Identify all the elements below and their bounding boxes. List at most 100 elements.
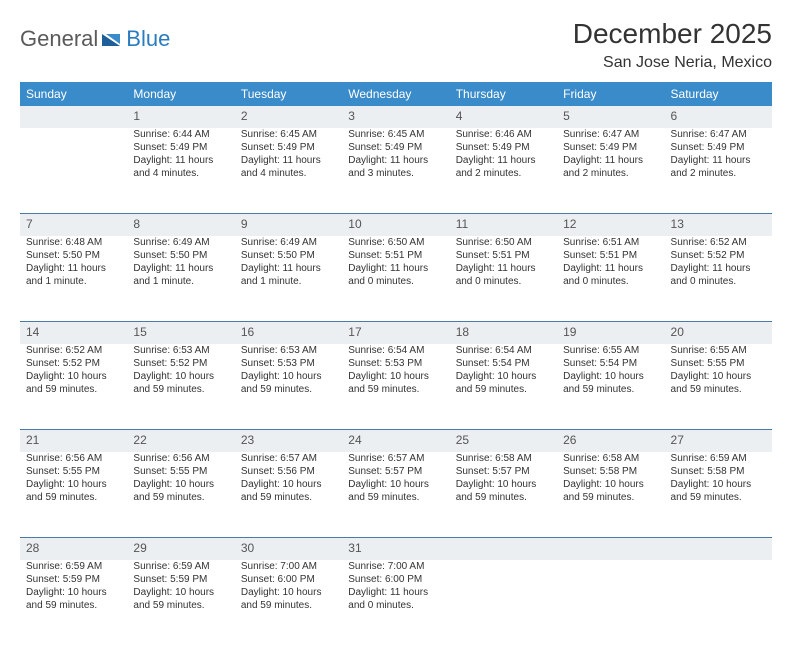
day-number: 8 xyxy=(127,214,234,236)
sun-line: and 0 minutes. xyxy=(348,599,443,612)
day-cell: Sunrise: 6:44 AMSunset: 5:49 PMDaylight:… xyxy=(127,128,234,214)
sun-line: Sunset: 5:52 PM xyxy=(133,357,228,370)
sun-line: Sunset: 5:49 PM xyxy=(671,141,766,154)
sun-line: Sunset: 5:52 PM xyxy=(671,249,766,262)
sun-line: and 59 minutes. xyxy=(348,491,443,504)
sun-line: Sunrise: 6:45 AM xyxy=(348,128,443,141)
day-cell xyxy=(557,560,664,646)
day-content-row: Sunrise: 6:44 AMSunset: 5:49 PMDaylight:… xyxy=(20,128,772,214)
sun-line: Sunset: 5:51 PM xyxy=(456,249,551,262)
sun-line: Sunrise: 6:48 AM xyxy=(26,236,121,249)
day-cell: Sunrise: 6:55 AMSunset: 5:55 PMDaylight:… xyxy=(665,344,772,430)
sun-line: Daylight: 10 hours xyxy=(26,370,121,383)
day-cell: Sunrise: 6:55 AMSunset: 5:54 PMDaylight:… xyxy=(557,344,664,430)
sun-line: Sunrise: 6:54 AM xyxy=(348,344,443,357)
sun-line: Sunset: 5:54 PM xyxy=(563,357,658,370)
day-number: 19 xyxy=(557,322,664,344)
day-number: 10 xyxy=(342,214,449,236)
sun-line: and 59 minutes. xyxy=(671,491,766,504)
day-number-row: 21222324252627 xyxy=(20,430,772,452)
sun-line: and 59 minutes. xyxy=(133,383,228,396)
sun-line: Daylight: 10 hours xyxy=(241,478,336,491)
sun-line: Sunset: 5:51 PM xyxy=(348,249,443,262)
sun-line: Sunset: 5:58 PM xyxy=(563,465,658,478)
day-cell: Sunrise: 6:45 AMSunset: 5:49 PMDaylight:… xyxy=(235,128,342,214)
calendar-head: SundayMondayTuesdayWednesdayThursdayFrid… xyxy=(20,82,772,106)
sun-line: Daylight: 10 hours xyxy=(241,370,336,383)
sun-line: Sunset: 5:55 PM xyxy=(671,357,766,370)
day-number: 31 xyxy=(342,538,449,560)
sun-line: Daylight: 10 hours xyxy=(456,370,551,383)
day-number: 26 xyxy=(557,430,664,452)
sun-line: Sunrise: 6:47 AM xyxy=(671,128,766,141)
day-cell: Sunrise: 6:48 AMSunset: 5:50 PMDaylight:… xyxy=(20,236,127,322)
day-cell xyxy=(20,128,127,214)
day-number: 3 xyxy=(342,106,449,128)
sun-line: and 4 minutes. xyxy=(133,167,228,180)
day-cell: Sunrise: 6:45 AMSunset: 5:49 PMDaylight:… xyxy=(342,128,449,214)
day-number: 23 xyxy=(235,430,342,452)
sun-line: and 59 minutes. xyxy=(671,383,766,396)
sun-line: and 59 minutes. xyxy=(26,491,121,504)
day-number: 7 xyxy=(20,214,127,236)
sun-line: Sunrise: 7:00 AM xyxy=(348,560,443,573)
sun-line: Sunset: 5:58 PM xyxy=(671,465,766,478)
sun-line: Daylight: 10 hours xyxy=(133,370,228,383)
sun-line: and 0 minutes. xyxy=(348,275,443,288)
page-title: December 2025 xyxy=(573,18,772,50)
day-content-row: Sunrise: 6:59 AMSunset: 5:59 PMDaylight:… xyxy=(20,560,772,646)
sun-line: Daylight: 11 hours xyxy=(348,154,443,167)
sun-line: Sunrise: 6:46 AM xyxy=(456,128,551,141)
sun-line: Sunset: 5:55 PM xyxy=(133,465,228,478)
day-number: 16 xyxy=(235,322,342,344)
day-number: 25 xyxy=(450,430,557,452)
weekday-header: Wednesday xyxy=(342,82,449,106)
sun-line: Sunrise: 6:59 AM xyxy=(133,560,228,573)
day-cell: Sunrise: 6:56 AMSunset: 5:55 PMDaylight:… xyxy=(20,452,127,538)
sun-line: and 59 minutes. xyxy=(563,383,658,396)
sun-line: Sunset: 6:00 PM xyxy=(241,573,336,586)
sun-line: and 2 minutes. xyxy=(563,167,658,180)
day-number: 18 xyxy=(450,322,557,344)
sun-line: and 2 minutes. xyxy=(456,167,551,180)
day-number: 21 xyxy=(20,430,127,452)
sun-line: Daylight: 11 hours xyxy=(563,154,658,167)
day-number: 20 xyxy=(665,322,772,344)
day-number: 1 xyxy=(127,106,234,128)
sun-line: Sunrise: 6:58 AM xyxy=(563,452,658,465)
day-cell: Sunrise: 6:50 AMSunset: 5:51 PMDaylight:… xyxy=(342,236,449,322)
sun-line: Sunrise: 6:49 AM xyxy=(241,236,336,249)
weekday-header: Tuesday xyxy=(235,82,342,106)
sun-line: Sunrise: 6:53 AM xyxy=(133,344,228,357)
day-cell: Sunrise: 6:56 AMSunset: 5:55 PMDaylight:… xyxy=(127,452,234,538)
day-number xyxy=(665,538,772,560)
sun-line: Daylight: 11 hours xyxy=(133,154,228,167)
sun-line: Daylight: 11 hours xyxy=(241,154,336,167)
weekday-header: Saturday xyxy=(665,82,772,106)
day-content-row: Sunrise: 6:48 AMSunset: 5:50 PMDaylight:… xyxy=(20,236,772,322)
brand-general: General xyxy=(20,26,98,52)
day-cell: Sunrise: 6:47 AMSunset: 5:49 PMDaylight:… xyxy=(557,128,664,214)
day-number: 13 xyxy=(665,214,772,236)
sun-line: Sunset: 5:51 PM xyxy=(563,249,658,262)
day-number: 24 xyxy=(342,430,449,452)
sun-line: and 59 minutes. xyxy=(241,599,336,612)
weekday-header: Thursday xyxy=(450,82,557,106)
weekday-header: Friday xyxy=(557,82,664,106)
day-cell: Sunrise: 6:49 AMSunset: 5:50 PMDaylight:… xyxy=(235,236,342,322)
sun-line: Daylight: 10 hours xyxy=(348,478,443,491)
day-content-row: Sunrise: 6:52 AMSunset: 5:52 PMDaylight:… xyxy=(20,344,772,430)
sun-line: and 4 minutes. xyxy=(241,167,336,180)
sun-line: Daylight: 11 hours xyxy=(671,262,766,275)
sun-line: and 59 minutes. xyxy=(26,599,121,612)
sun-line: Sunrise: 6:56 AM xyxy=(26,452,121,465)
sun-line: Sunrise: 6:55 AM xyxy=(563,344,658,357)
day-number: 30 xyxy=(235,538,342,560)
day-number: 4 xyxy=(450,106,557,128)
sun-line: Sunrise: 6:52 AM xyxy=(26,344,121,357)
sun-line: and 59 minutes. xyxy=(456,383,551,396)
sun-line: Sunrise: 6:55 AM xyxy=(671,344,766,357)
sun-line: and 59 minutes. xyxy=(348,383,443,396)
sun-line: Daylight: 10 hours xyxy=(133,478,228,491)
sun-line: Sunset: 5:49 PM xyxy=(563,141,658,154)
